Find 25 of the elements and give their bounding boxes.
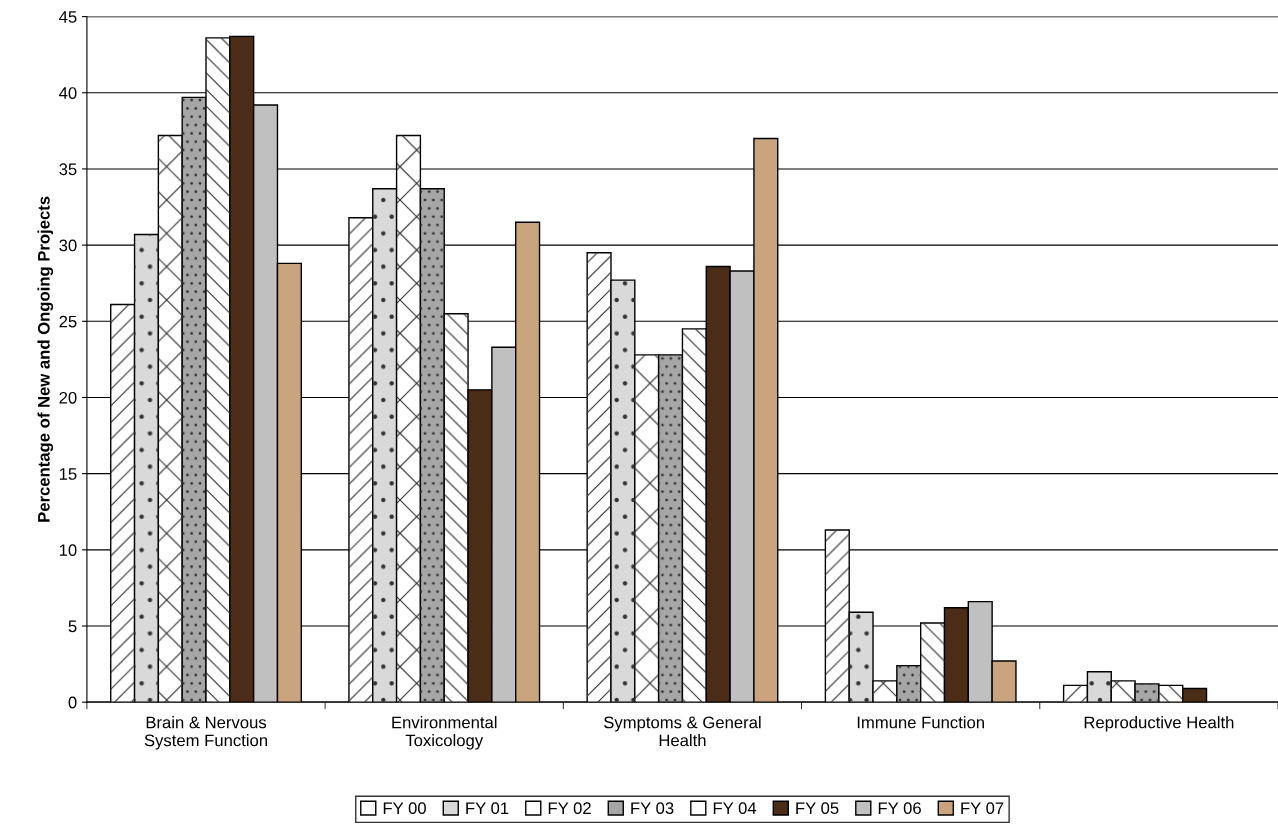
x-tick-label: Environmental Toxicology bbox=[392, 716, 497, 750]
x-tick-label: Brain & Nervous System Function bbox=[144, 716, 267, 750]
x-tick-label: Reproductive Health bbox=[1084, 716, 1234, 732]
bar bbox=[1182, 687, 1208, 703]
y-tick-label: 25 bbox=[59, 315, 77, 328]
legend-label: FY 05 bbox=[796, 802, 839, 815]
x-tick-label: Immune Function bbox=[857, 716, 984, 729]
legend-label: FY 04 bbox=[713, 802, 757, 815]
legend-label: FY 07 bbox=[961, 802, 1004, 815]
legend-label: FY 01 bbox=[466, 802, 509, 815]
legend-label: FY 00 bbox=[383, 802, 426, 815]
y-tick-label: 20 bbox=[59, 391, 77, 404]
y-tick-label: 5 bbox=[68, 620, 77, 633]
legend-label: FY 06 bbox=[878, 802, 921, 815]
y-tick-label: 10 bbox=[59, 544, 77, 557]
x-tick-label: Symptoms & General Health bbox=[604, 716, 761, 747]
y-tick-label: 40 bbox=[59, 87, 77, 99]
y-tick-label: 15 bbox=[59, 468, 77, 480]
y-tick-label: 30 bbox=[59, 239, 77, 252]
legend-label: FY 03 bbox=[631, 802, 674, 815]
y-tick-label: 45 bbox=[59, 11, 77, 23]
y-axis-title: Percentage of New and Ongoing Projects bbox=[37, 196, 54, 522]
y-tick-label: 35 bbox=[59, 163, 77, 176]
y-tick-label: 0 bbox=[68, 696, 77, 709]
legend-label: FY 02 bbox=[548, 802, 591, 815]
